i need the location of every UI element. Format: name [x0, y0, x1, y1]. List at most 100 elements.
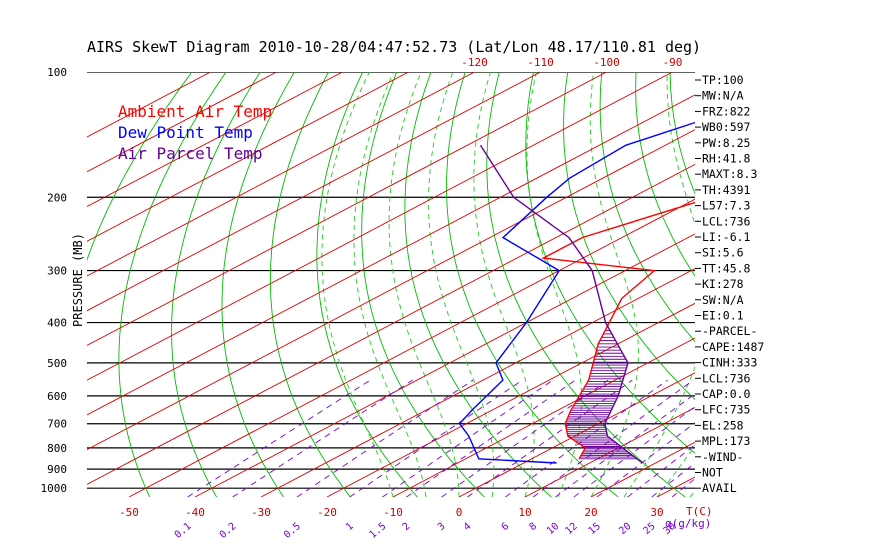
legend-item: Air Parcel Temp [118, 144, 263, 163]
series-line-air-parcel-temp [479, 144, 643, 464]
mixing-ratio-label: 1 [344, 521, 356, 533]
isotherm-line [524, 407, 695, 497]
isotherm-line [87, 72, 541, 312]
top-temp-tick-label: -100 [593, 56, 620, 69]
top-temp-tick-label: -120 [461, 56, 488, 69]
temp-unit-label: T(C) [686, 505, 713, 518]
mixing-ratio-line [406, 379, 576, 497]
stats-item: CAP:0.0 [702, 387, 751, 401]
top-temp-tick-label: -90 [663, 56, 683, 69]
bottom-temp-tick-label: 30 [650, 506, 663, 519]
mixing-ratio-label: 20 [617, 521, 633, 537]
dry-adiabat-line [563, 72, 695, 401]
dry-adiabat-line [807, 72, 870, 497]
stats-item: TH:4391 [702, 183, 751, 197]
top-temp-tick-labels: -120 -110 -100 -90 [461, 56, 682, 69]
pressure-tick-labels: 100 200 300 400 500 600 700 800 900 1000 [41, 66, 68, 495]
isotherm-line [87, 72, 409, 242]
isotherm-line [87, 129, 695, 451]
pressure-tick-label: 400 [47, 317, 67, 330]
stats-item: PW:8.25 [702, 136, 750, 150]
mixing-ratio-line [627, 444, 695, 497]
mixing-ratio-label: 10 [545, 521, 561, 537]
mixing-ratio-line [671, 478, 695, 497]
y-axis-label: PRESSURE (MB) [71, 233, 85, 327]
stats-item: LCL:736 [702, 371, 751, 385]
mixing-ratio-line [596, 422, 695, 497]
stats-item: CINH:333 [702, 356, 757, 370]
stats-item: MW:N/A [702, 89, 744, 103]
mixing-ratio-label: 0.5 [282, 521, 303, 541]
stats-item: WB0:597 [702, 120, 751, 134]
stats-item: L57:7.3 [702, 199, 751, 213]
mixing-ratio-label: 0.1 [173, 521, 194, 541]
dry-adiabat-lines [87, 72, 870, 497]
mixing-ratio-label: 0.2 [218, 521, 239, 541]
pressure-tick-label: 800 [47, 442, 67, 455]
dry-adiabat-line [404, 72, 552, 497]
pressure-tick-label: 900 [47, 463, 67, 476]
mixing-ratio-line [382, 379, 554, 497]
stats-item: CAPE:1487 [702, 340, 764, 354]
pressure-tick-label: 300 [47, 265, 67, 278]
legend-item: Ambient Air Temp [118, 102, 272, 121]
isotherm-line [87, 72, 343, 207]
stats-item: -PARCEL- [702, 324, 757, 338]
mixing-ratio-line [232, 379, 413, 497]
stats-item: TT:45.8 [702, 261, 751, 275]
mixing-ratio-lines [187, 379, 695, 497]
dry-adiabat-line [446, 72, 619, 497]
dry-adiabat-line [739, 72, 870, 497]
mixing-ratio-label: 25 [641, 521, 657, 537]
stats-item: SW:N/A [702, 293, 744, 307]
mixing-unit-label: q(g/kg) [665, 517, 711, 530]
series-line-dew-point-temp [458, 121, 695, 464]
mixing-ratio-line [573, 406, 695, 497]
isotherm-line [87, 72, 277, 173]
bottom-temp-tick-label: -40 [185, 506, 205, 519]
pressure-tick-label: 200 [47, 191, 67, 204]
stats-item: EL:258 [702, 418, 744, 432]
bottom-temp-tick-label: -20 [317, 506, 337, 519]
mixing-ratio-label: 8 [527, 521, 539, 533]
pressure-tick-label: 100 [47, 66, 67, 79]
dry-adiabat-line [269, 72, 351, 497]
dry-adiabat-line [635, 72, 695, 277]
stats-item: EI:0.1 [702, 309, 744, 323]
mixing-ratio-line [187, 379, 371, 497]
isotherm-line [194, 233, 695, 497]
mixing-ratio-line [505, 379, 668, 497]
isotherm-line [260, 268, 695, 497]
dry-adiabat-line [525, 72, 695, 454]
stats-item: KI:278 [702, 277, 744, 291]
stats-item: NOT [702, 466, 723, 480]
stats-item: LCL:736 [702, 214, 751, 228]
dry-adiabat-line [221, 72, 295, 497]
isotherm-line [87, 72, 475, 277]
stats-item: RH:41.8 [702, 152, 751, 166]
mixing-ratio-labels: 0.1 0.2 0.5 1 1.5 2 3 4 6 8 10 12 15 20 25 30 [173, 521, 678, 541]
chart-title: AIRS SkewT Diagram 2010-10-28/04:47:52.7… [87, 38, 701, 56]
mixing-ratio-label: 4 [462, 521, 474, 533]
mixing-ratio-label: 3 [436, 521, 448, 533]
bottom-temp-tick-label: -30 [251, 506, 271, 519]
mixing-ratio-label: 12 [564, 521, 580, 537]
isotherm-line [656, 476, 695, 497]
dry-adiabat-line [841, 72, 870, 497]
moist-adiabat-line [526, 72, 582, 497]
stats-item: LI:-6.1 [702, 230, 751, 244]
dry-adiabat-line [87, 72, 193, 262]
mixing-ratio-label: 2 [401, 521, 413, 533]
moist-adiabat-line [473, 72, 535, 497]
stats-item: FRZ:822 [702, 104, 750, 118]
isobar-lines [87, 72, 695, 489]
moist-adiabat-line [656, 444, 695, 497]
bottom-temp-tick-label: -10 [383, 506, 403, 519]
dry-adiabat-line [486, 72, 686, 497]
isotherm-line [392, 337, 695, 497]
mixing-ratio-line [349, 379, 523, 497]
mixing-ratio-line [296, 379, 474, 497]
dry-adiabat-line [171, 72, 261, 497]
legend: Ambient Air Temp Dew Point Temp Air Parcel… [118, 102, 272, 163]
